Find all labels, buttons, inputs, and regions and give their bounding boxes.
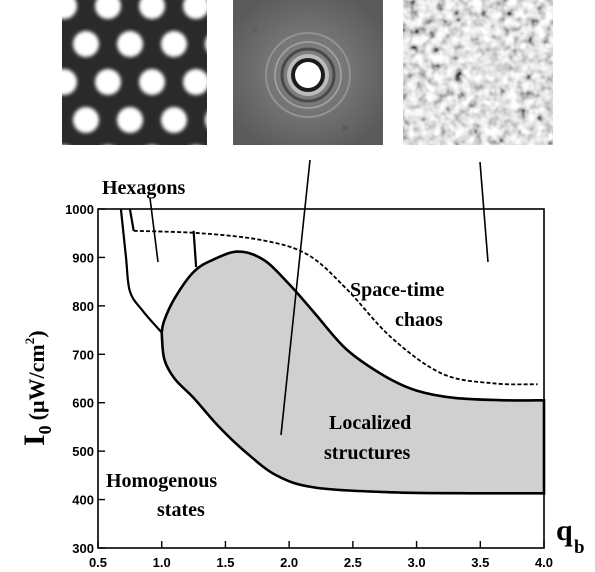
hexagon-spot: [271, 145, 297, 171]
homogenous-label-line1: Homogenous: [106, 470, 217, 492]
hexagon-spot: [139, 145, 165, 171]
hexagon-spot: [205, 37, 207, 51]
x-tick-label: 2.0: [280, 555, 298, 570]
hexagon-spot: [139, 69, 165, 95]
pointer-chaos: [479, 161, 489, 263]
x-tick-label: 1.5: [216, 555, 234, 570]
hexagon-spot: [29, 183, 55, 209]
x-tick-label: 2.5: [344, 555, 362, 570]
hexagon-spot: [62, 0, 77, 19]
localized-structures-region: [161, 251, 544, 494]
svg-text:I0(μW/cm2): I0 (μW/cm2): [18, 330, 55, 446]
localized-structure-image: [233, 0, 383, 145]
hexagon-spot: [7, 145, 33, 171]
homogenous-label-line2: states: [157, 499, 205, 521]
hexagon-spot: [205, 113, 207, 127]
localized-label-line2: structures: [324, 442, 410, 464]
spacetime-label-line2: chaos: [395, 309, 443, 331]
y-tick-label: 300: [72, 541, 94, 556]
hexagon-spot: [161, 31, 187, 57]
y-tick-label: 1000: [65, 202, 94, 217]
hexagon-boundary-inner-left: [128, 208, 135, 231]
x-tick-label: 4.0: [535, 555, 553, 570]
hexagon-spot: [161, 107, 187, 133]
hexagon-spot: [7, 0, 33, 19]
x-tick-label: 0.5: [89, 555, 107, 570]
x-axis-subscript: b: [574, 537, 585, 558]
y-axis-unit-superscript: 2: [22, 338, 37, 345]
hexagon-spot: [73, 107, 99, 133]
y-tick-label: 800: [72, 299, 94, 314]
y-tick-label: 600: [72, 396, 94, 411]
x-tick-label: 3.5: [471, 555, 489, 570]
y-tick-label: 400: [72, 493, 94, 508]
hexagon-spot: [183, 0, 207, 19]
plot-frame: [97, 208, 545, 549]
y-axis-label: I0 (μW/cm2): [18, 330, 55, 446]
y-tick-label: 500: [72, 444, 94, 459]
y-axis-unit: (μW/cm: [24, 344, 49, 420]
x-tick-label: 3.0: [408, 555, 426, 570]
hexagons-label: Hexagons: [102, 177, 186, 199]
hexagon-spot: [117, 31, 143, 57]
hexagon-spot: [205, 183, 231, 209]
hexagon-spot: [95, 0, 121, 19]
hexagon-spot: [73, 31, 99, 57]
hexagon-spot: [183, 145, 209, 171]
hexagon-spot: [7, 69, 33, 95]
x-axis-symbol: q: [556, 514, 573, 547]
hexagon-spot: [227, 145, 253, 171]
y-tick-label: 900: [72, 250, 94, 265]
y-axis-unit-close: ): [24, 330, 49, 337]
hexagon-spot: [51, 145, 77, 171]
x-axis-label: q b: [556, 514, 585, 558]
hexagon-spot: [29, 107, 55, 133]
hexagon-spot: [29, 31, 55, 57]
hexagon-spot: [183, 69, 207, 95]
hexagon-boundary-left: [119, 208, 163, 334]
localized-label-line1: Localized: [329, 412, 411, 434]
space-time-chaos-image: [403, 0, 553, 145]
hexagon-spot: [117, 107, 143, 133]
y-axis-symbol: I: [18, 434, 51, 446]
y-axis-subscript: 0: [35, 425, 55, 434]
localized-structures-boundary: [160, 250, 546, 495]
hexagon-spot: [95, 69, 121, 95]
chaos-threshold-line: [133, 229, 538, 386]
pointer-localized: [280, 159, 311, 436]
hexagon-boundary-inner-right: [192, 230, 198, 268]
x-tick-label: 1.0: [153, 555, 171, 570]
spacetime-label-line1: Space-time: [350, 279, 445, 301]
y-tick-label: 700: [72, 347, 94, 362]
pointer-hexagons: [149, 197, 159, 263]
hexagon-spot: [139, 0, 165, 19]
hexagon-spot: [95, 145, 121, 171]
plot-area: 300 400 500 600 700 800 900 1000 0.5 1.0 1.5 2.0 2.…: [18, 159, 585, 570]
hexagon-spot: [249, 183, 275, 209]
hexagons-pattern-image: [7, 0, 297, 209]
hexagon-spot: [62, 69, 77, 95]
